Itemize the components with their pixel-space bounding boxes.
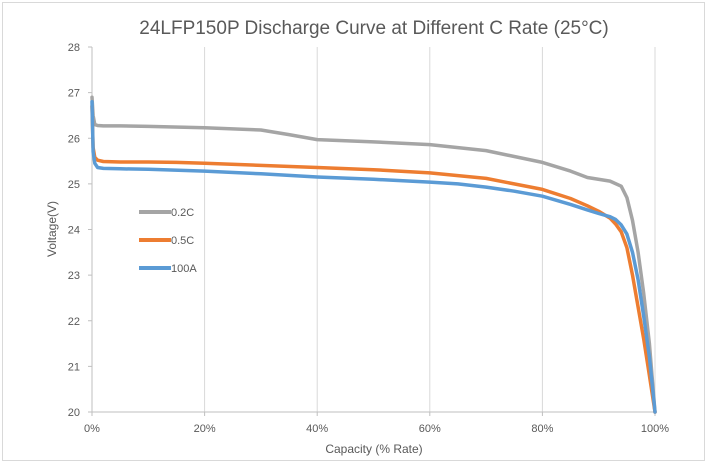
axes	[88, 46, 656, 416]
series-line-0.2C	[90, 95, 657, 414]
series-line-100A	[90, 99, 657, 414]
x-tick-label: 100%	[641, 423, 669, 435]
legend: 0.2C 0.5C 100A	[139, 207, 197, 275]
y-tick-label: 23	[68, 270, 80, 282]
x-axis-title: Capacity (% Rate)	[325, 442, 422, 456]
y-tick-label: 22	[68, 316, 80, 328]
x-tick-label: 80%	[531, 423, 553, 435]
series-lines	[90, 95, 657, 414]
legend-label-100A: 100A	[171, 263, 197, 275]
y-tick-label: 28	[68, 42, 80, 54]
chart-title: 24LFP150P Discharge Curve at Different C…	[139, 18, 608, 39]
x-tick-label: 60%	[419, 423, 441, 435]
y-tick-label: 21	[68, 361, 80, 373]
y-axis-title: Voltage(V)	[45, 201, 59, 257]
legend-label-0.5C: 0.5C	[171, 235, 194, 247]
gridlines	[204, 47, 656, 412]
y-tick-label: 24	[68, 225, 80, 237]
series-line-0.5C	[90, 104, 657, 414]
x-tick-labels: 0% 20% 40% 60% 80% 100%	[84, 423, 669, 435]
y-tick-labels: 20 21 22 23 24 25 26 27 28	[68, 42, 80, 419]
y-tick-label: 20	[68, 407, 80, 419]
x-tick-label: 0%	[84, 423, 100, 435]
x-tick-label: 40%	[306, 423, 328, 435]
x-tick-label: 20%	[194, 423, 216, 435]
legend-label-0.2C: 0.2C	[171, 207, 194, 219]
y-tick-label: 27	[68, 88, 80, 100]
y-tick-label: 25	[68, 179, 80, 191]
y-tick-label: 26	[68, 133, 80, 145]
